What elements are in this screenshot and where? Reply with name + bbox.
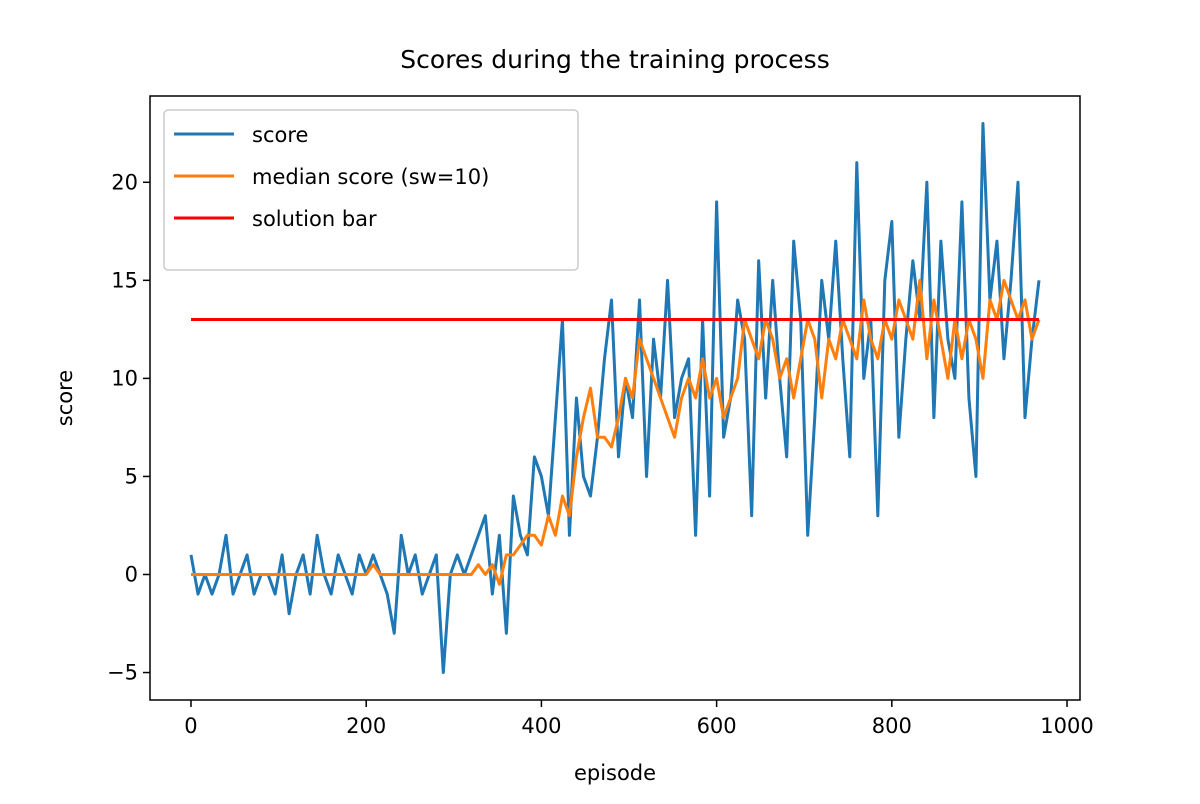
legend-label: solution bar — [252, 207, 377, 231]
y-tick-label: 20 — [111, 170, 138, 194]
y-tick-label: 0 — [125, 562, 138, 586]
x-tick-label: 800 — [872, 714, 912, 738]
x-tick-label: 0 — [184, 714, 197, 738]
legend-label: score — [252, 123, 308, 147]
plot-frame — [149, 95, 1081, 701]
legend-label: median score (sw=10) — [252, 165, 489, 189]
y-axis-label: score — [53, 370, 77, 426]
x-tick-label: 600 — [697, 714, 737, 738]
x-tick-label: 1000 — [1040, 714, 1093, 738]
y-tick-label: 5 — [125, 464, 138, 488]
y-tick-label: −5 — [107, 661, 138, 685]
y-tick-label: 10 — [111, 366, 138, 390]
x-tick-label: 400 — [521, 714, 561, 738]
y-tick-label: 15 — [111, 268, 138, 292]
legend-box — [163, 109, 579, 271]
chart-title: Scores during the training process — [400, 45, 829, 74]
series-line — [189, 121, 1041, 675]
x-axis-label: episode — [574, 761, 656, 785]
series-line — [191, 278, 1041, 586]
x-tick-label: 200 — [346, 714, 386, 738]
